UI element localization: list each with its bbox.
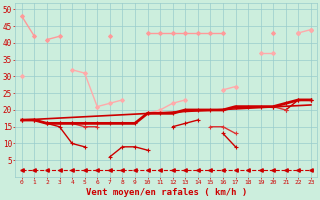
X-axis label: Vent moyen/en rafales ( km/h ): Vent moyen/en rafales ( km/h ) (86, 188, 247, 197)
